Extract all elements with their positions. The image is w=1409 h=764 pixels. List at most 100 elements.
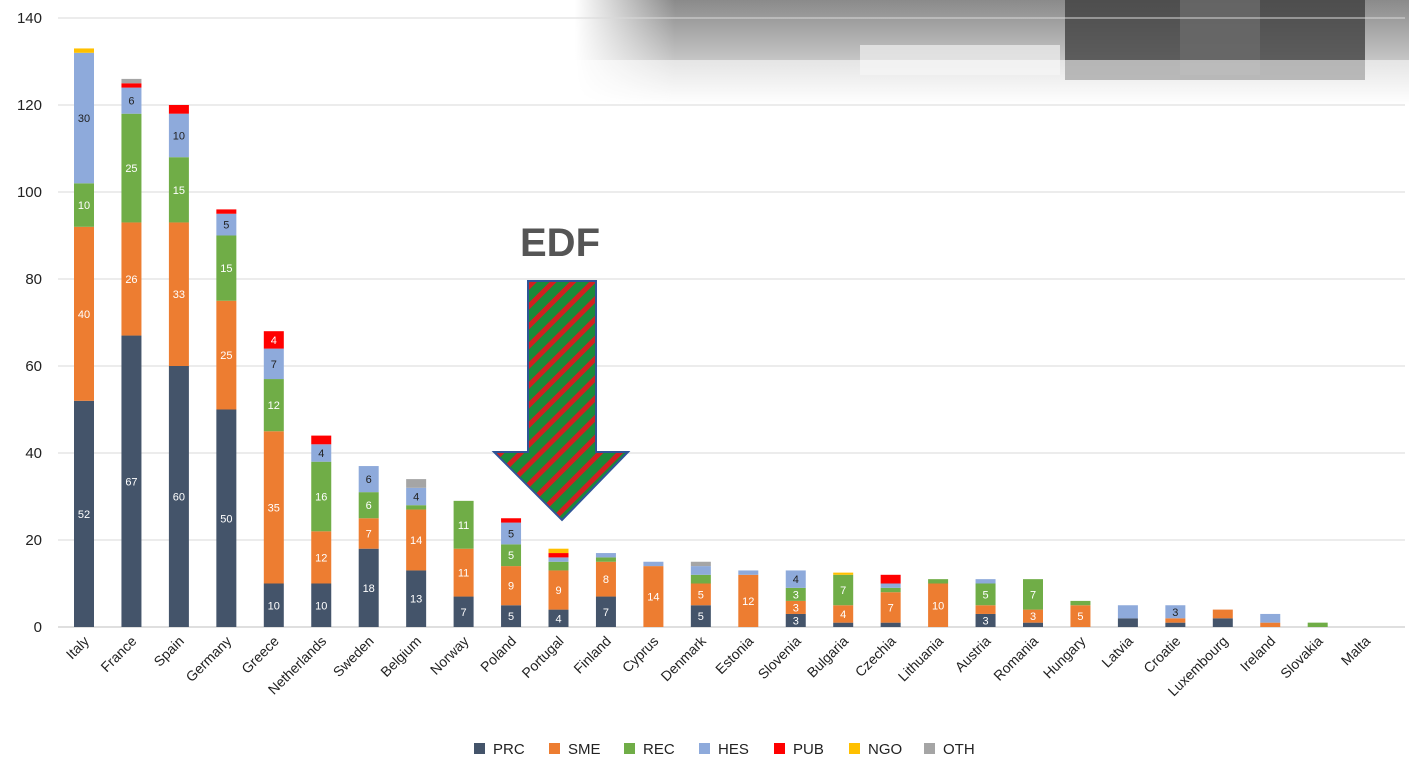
bar-segment-rec <box>121 113 142 223</box>
data-label: 10 <box>268 600 280 612</box>
x-tick-label: Malta <box>1338 633 1374 669</box>
bar-segment-rec <box>453 500 474 549</box>
data-label: 5 <box>223 220 229 232</box>
bar-segment-sme <box>833 605 854 623</box>
bar-segment-prc <box>263 583 284 627</box>
data-label: 7 <box>271 359 277 371</box>
x-tick-label: Bulgaria <box>804 633 852 681</box>
bar-segment-rec <box>168 157 189 223</box>
data-label: 7 <box>366 528 372 540</box>
data-label: 8 <box>603 574 609 586</box>
bar-segment-hes <box>263 348 284 380</box>
x-tick-label: Finland <box>570 633 614 677</box>
legend-swatch-hes <box>699 743 710 754</box>
x-tick-label: France <box>97 633 139 675</box>
data-label: 3 <box>1172 607 1178 619</box>
legend-label-pub: PUB <box>793 741 824 758</box>
bar-segment-hes <box>643 561 664 567</box>
data-label: 15 <box>220 263 232 275</box>
data-label: 40 <box>78 309 90 321</box>
x-tick-label: Slovakia <box>1277 633 1326 682</box>
bar-segment-pub <box>216 209 237 214</box>
legend-label-prc: PRC <box>493 741 525 758</box>
bar-segment-rec <box>74 183 94 227</box>
x-tick-label: Lithuania <box>895 633 947 685</box>
bar-segment-hes <box>738 570 759 575</box>
x-tick-label: Croatie <box>1140 633 1183 676</box>
bar-segment-sme <box>168 222 189 366</box>
x-tick-label: Denmark <box>657 632 709 684</box>
data-label: 4 <box>318 448 324 460</box>
legend-label-oth: OTH <box>943 741 975 758</box>
bar-segment-prc <box>1212 618 1233 627</box>
data-label: 10 <box>315 600 327 612</box>
y-tick-label: 140 <box>17 10 42 27</box>
legend-swatch-ngo <box>849 743 860 754</box>
bar-segment-sme <box>263 431 284 584</box>
bar-segment-hes <box>880 583 901 588</box>
bar-segment-sme <box>738 574 759 627</box>
x-tick-label: Spain <box>150 633 187 670</box>
bar-segment-rec <box>1070 600 1091 606</box>
bar-segment-rec <box>501 544 522 567</box>
data-label: 25 <box>125 163 137 175</box>
x-tick-label: Romania <box>990 633 1041 684</box>
data-label: 5 <box>1077 611 1083 623</box>
bar-segment-prc <box>1165 622 1186 627</box>
bar-segment-rec <box>216 235 237 301</box>
data-label: 4 <box>840 609 846 621</box>
data-label: 11 <box>458 568 469 580</box>
bar-segment-hes <box>216 213 237 236</box>
data-label: 5 <box>982 589 988 601</box>
data-label: 30 <box>78 113 90 125</box>
bar-segment-sme <box>1260 622 1281 627</box>
legend-label-sme: SME <box>568 741 601 758</box>
bar-segment-hes <box>1117 605 1138 619</box>
data-label: 50 <box>220 513 232 525</box>
data-label: 7 <box>461 607 467 619</box>
bar-segment-sme <box>74 226 94 401</box>
bar-segment-sme <box>453 548 474 597</box>
bar-segment-prc <box>833 622 854 627</box>
bar-segment-prc <box>595 596 616 627</box>
bar-segment-rec <box>358 492 379 519</box>
x-tick-label: Slovenia <box>755 633 804 682</box>
legend-label-ngo: NGO <box>868 741 902 758</box>
bar-segment-sme <box>880 592 901 623</box>
y-tick-label: 120 <box>17 97 42 114</box>
y-axis: 0 20 40 60 80 100 120 140 <box>17 10 42 636</box>
data-label: 15 <box>173 185 185 197</box>
bar-segment-sme <box>1165 618 1186 623</box>
bar-segment-rec <box>928 579 949 584</box>
bar-segment-prc <box>311 583 332 627</box>
bar-segment-sme <box>595 561 616 597</box>
bar-segment-rec <box>690 574 711 584</box>
data-label: 3 <box>793 589 799 601</box>
bar-segment-hes <box>501 522 522 545</box>
bar-segment-prc <box>121 335 142 627</box>
data-label: 4 <box>793 574 799 586</box>
edf-annotation: EDF <box>491 221 631 522</box>
bar-segment-sme <box>501 566 522 606</box>
bar-segment-sme <box>121 222 142 336</box>
data-label: 11 <box>458 520 469 532</box>
x-tick-label: Sweden <box>330 633 377 680</box>
y-tick-label: 20 <box>25 532 42 549</box>
data-label: 10 <box>173 130 185 142</box>
data-label: 14 <box>647 592 659 604</box>
data-label: 13 <box>410 594 422 606</box>
bar-segment-rec <box>548 561 569 571</box>
data-label: 10 <box>932 600 944 612</box>
bar-segment-rec <box>785 587 806 601</box>
data-label: 16 <box>315 492 327 504</box>
gridlines <box>58 17 1405 628</box>
legend-label-rec: REC <box>643 741 675 758</box>
data-label: 3 <box>1030 611 1036 623</box>
y-tick-label: 0 <box>34 619 42 636</box>
y-tick-label: 80 <box>25 271 42 288</box>
data-label: 3 <box>793 615 799 627</box>
x-tick-label: Hungary <box>1040 633 1089 682</box>
bar-segment-sme <box>975 605 996 614</box>
bar-segment-rec <box>311 461 332 532</box>
